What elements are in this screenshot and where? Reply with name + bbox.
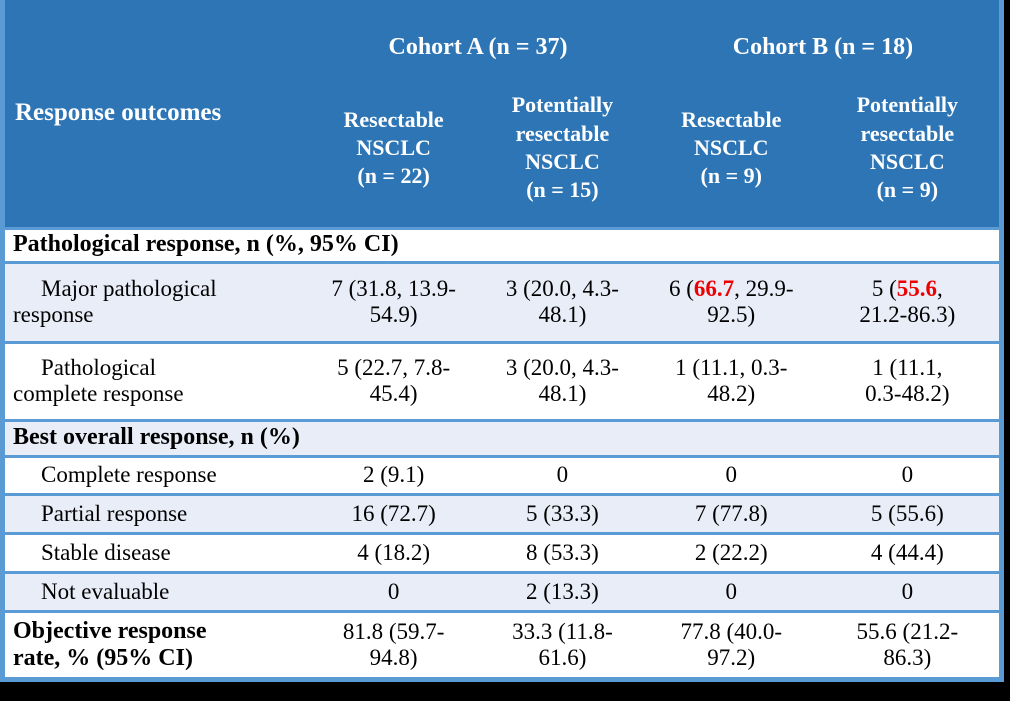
cell-cr-a: 2 (9.1) [309, 454, 479, 495]
cell-mpr-d: 5 (55.6, 21.2-86.3) [815, 260, 1002, 343]
cell-cr-d: 0 [815, 454, 1002, 495]
cell-pcr-b: 3 (20.0, 4.3- 48.1) [478, 340, 647, 421]
header-response-outcomes: Response outcomes [2, 0, 310, 228]
table-row-complete-response: Complete response 2 (9.1) 0 0 0 [2, 454, 1002, 495]
row-label-major-pathological-response: Major pathological response [2, 260, 310, 343]
cell-mpr-d-pre: 5 ( [871, 275, 897, 301]
cell-sd-c: 2 (22.2) [646, 532, 816, 573]
cell-sd-d: 4 (44.4) [815, 532, 1002, 573]
header-col-resectable-a: Resectable NSCLC (n = 22) [309, 78, 479, 228]
cell-mpr-a: 7 (31.8, 13.9- 54.9) [309, 260, 479, 343]
cell-sd-a: 4 (18.2) [309, 532, 479, 573]
cell-cr-c: 0 [646, 454, 816, 495]
cell-ne-b: 2 (13.3) [478, 571, 647, 612]
section-title-best-overall-response: Best overall response, n (%) [2, 418, 1002, 456]
cell-orr-d: 55.6 (21.2- 86.3) [815, 610, 1002, 680]
row-label-pathological-complete-response: Pathological complete response [2, 340, 310, 421]
cell-orr-b: 33.3 (11.8- 61.6) [478, 610, 647, 680]
cell-pr-a: 16 (72.7) [309, 493, 479, 534]
cell-mpr-c: 6 (66.7, 29.9- 92.5) [646, 260, 816, 343]
cell-pcr-a: 5 (22.7, 7.8- 45.4) [309, 340, 479, 421]
cell-pr-b: 5 (33.3) [478, 493, 647, 534]
cell-pcr-d: 1 (11.1, 0.3-48.2) [815, 340, 1002, 421]
cell-mpr-c-pre: 6 ( [668, 275, 694, 301]
cell-ne-d: 0 [815, 571, 1002, 612]
cell-cr-b: 0 [478, 454, 647, 495]
cell-mpr-c-post: , 29.9- 92.5) [707, 275, 794, 328]
table-row-pathological-complete-response: Pathological complete response 5 (22.7, … [2, 340, 1002, 421]
table-body: Pathological response, n (%, 95% CI) Maj… [2, 226, 1002, 680]
row-label-complete-response: Complete response [2, 454, 310, 495]
section-title-pathological-response: Pathological response, n (%, 95% CI) [2, 226, 1002, 263]
section-row-best-overall-response: Best overall response, n (%) [2, 418, 1002, 456]
cell-mpr-d-highlight: 55.6 [896, 275, 938, 301]
row-label-not-evaluable: Not evaluable [2, 571, 310, 612]
cell-pr-d: 5 (55.6) [815, 493, 1002, 534]
table-row-not-evaluable: Not evaluable 0 2 (13.3) 0 0 [2, 571, 1002, 612]
header-col-potentially-resectable-a: Potentially resectable NSCLC (n = 15) [478, 78, 647, 228]
row-label-partial-response: Partial response [2, 493, 310, 534]
table-row-major-pathological-response: Major pathological response 7 (31.8, 13.… [2, 260, 1002, 343]
row-label-objective-response-rate: Objective response rate, % (95% CI) [2, 610, 310, 680]
cell-pr-c: 7 (77.8) [646, 493, 816, 534]
cell-sd-b: 8 (53.3) [478, 532, 647, 573]
header-cohort-b: Cohort B (n = 18) [646, 0, 1002, 78]
table-row-objective-response-rate: Objective response rate, % (95% CI) 81.8… [2, 610, 1002, 680]
cell-ne-a: 0 [309, 571, 479, 612]
cell-mpr-d-post: , 21.2-86.3) [859, 275, 956, 328]
cell-orr-a: 81.8 (59.7- 94.8) [309, 610, 479, 680]
header-cohort-a: Cohort A (n = 37) [309, 0, 647, 78]
cell-ne-c: 0 [646, 571, 816, 612]
table-header: Response outcomes Cohort A (n = 37) Coho… [2, 0, 1002, 228]
response-outcomes-table: Response outcomes Cohort A (n = 37) Coho… [0, 0, 1004, 682]
table-row-partial-response: Partial response 16 (72.7) 5 (33.3) 7 (7… [2, 493, 1002, 534]
section-row-pathological-response: Pathological response, n (%, 95% CI) [2, 226, 1002, 263]
cell-mpr-b: 3 (20.0, 4.3- 48.1) [478, 260, 647, 343]
cell-mpr-c-highlight: 66.7 [693, 275, 735, 301]
header-col-resectable-b: Resectable NSCLC (n = 9) [646, 78, 816, 228]
header-col-potentially-resectable-b: Potentially resectable NSCLC (n = 9) [815, 78, 1002, 228]
cell-orr-c: 77.8 (40.0- 97.2) [646, 610, 816, 680]
table-row-stable-disease: Stable disease 4 (18.2) 8 (53.3) 2 (22.2… [2, 532, 1002, 573]
row-label-stable-disease: Stable disease [2, 532, 310, 573]
cell-pcr-c: 1 (11.1, 0.3- 48.2) [646, 340, 816, 421]
